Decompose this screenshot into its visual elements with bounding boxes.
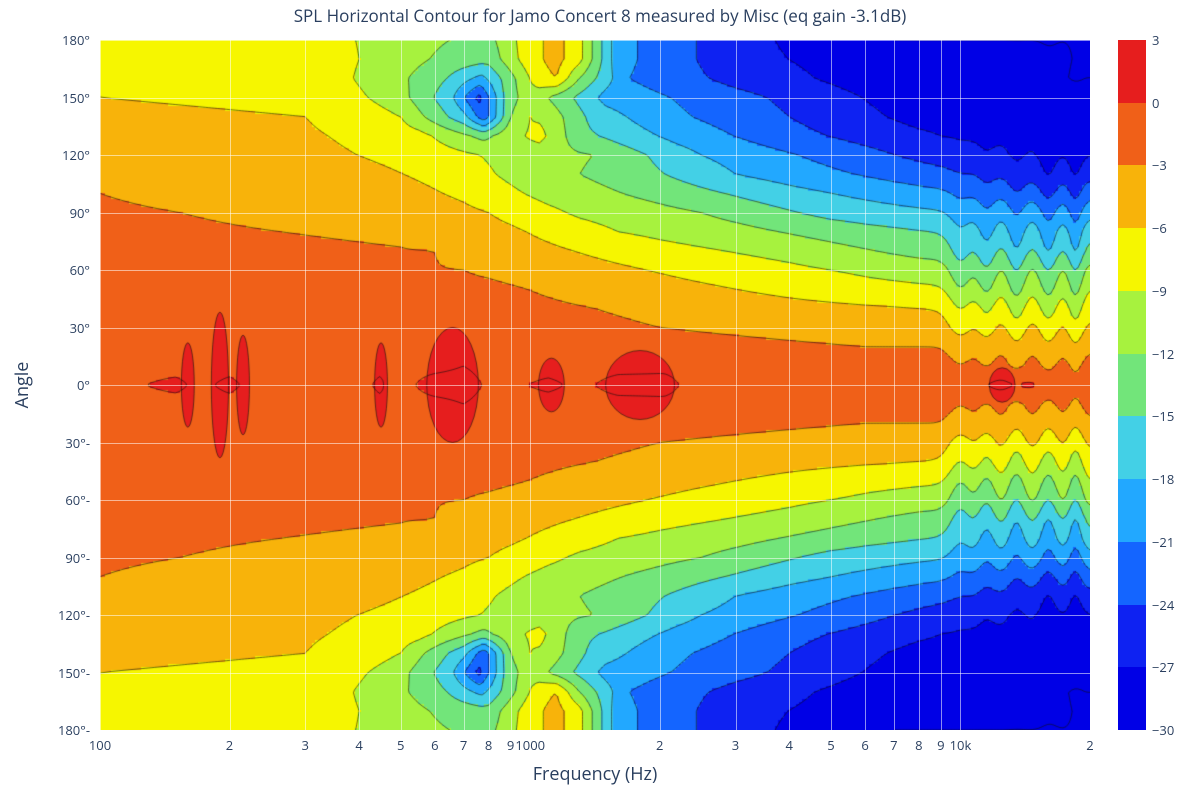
x-tick-label-minor: 3 [732, 736, 739, 754]
colorbar-segment [1118, 165, 1146, 228]
gridline-h [100, 558, 1090, 559]
x-tick-label-minor: 8 [915, 736, 922, 754]
x-tick-label-minor: 5 [397, 736, 404, 754]
x-tick-label-minor: 7 [890, 736, 897, 754]
x-tick-label-minor: 4 [786, 736, 793, 754]
x-axis-label: Frequency (Hz) [533, 762, 658, 786]
colorbar-tick-label: −27 [1146, 658, 1174, 676]
gridline-h [100, 40, 1090, 41]
colorbar-tick-label: −18 [1146, 470, 1174, 488]
gridline-h [100, 328, 1090, 329]
colorbar-tick-label: −12 [1146, 345, 1174, 363]
x-tick-label-minor: 8 [485, 736, 492, 754]
x-tick-label-minor: 3 [302, 736, 309, 754]
colorbar-segment [1118, 542, 1146, 605]
gridline-h [100, 155, 1090, 156]
x-tick-label-minor: 7 [460, 736, 467, 754]
colorbar-tick-label: −15 [1146, 407, 1174, 425]
gridline-h [100, 98, 1090, 99]
colorbar-segment [1118, 479, 1146, 542]
x-tick-label-minor: 9 [937, 736, 944, 754]
colorbar-segment [1118, 40, 1146, 103]
colorbar-segment [1118, 605, 1146, 668]
x-tick-label: 100 [89, 736, 111, 754]
x-tick-label-minor: 2 [1086, 736, 1093, 754]
colorbar-tick-label: 0 [1146, 94, 1159, 112]
x-tick-label-minor: 2 [656, 736, 663, 754]
plot-area[interactable] [100, 40, 1090, 730]
gridline-h [100, 615, 1090, 616]
x-tick-label-minor: 6 [861, 736, 868, 754]
x-tick-label-minor: 6 [431, 736, 438, 754]
gridline-h [100, 270, 1090, 271]
colorbar-segment [1118, 103, 1146, 166]
colorbar-segment [1118, 291, 1146, 354]
x-tick-label: 1000 [515, 736, 545, 754]
colorbar-tick-label: −30 [1146, 721, 1174, 739]
x-tick-label-minor: 5 [827, 736, 834, 754]
colorbar-tick-label: −6 [1146, 219, 1167, 237]
gridline-h [100, 500, 1090, 501]
x-tick-label-minor: 4 [355, 736, 362, 754]
colorbar-segment [1118, 416, 1146, 479]
gridline-h [100, 385, 1090, 386]
colorbar-segment [1118, 667, 1146, 730]
gridline-h [100, 443, 1090, 444]
gridline-h [100, 213, 1090, 214]
colorbar-tick-label: −3 [1146, 156, 1167, 174]
spl-contour-chart: SPL Horizontal Contour for Jamo Concert … [0, 0, 1200, 800]
x-tick-label-minor: 9 [507, 736, 514, 754]
gridline-h [100, 673, 1090, 674]
colorbar-tick-label: −9 [1146, 282, 1167, 300]
colorbar-tick-label: −24 [1146, 596, 1174, 614]
colorbar-tick-label: −21 [1146, 533, 1174, 551]
colorbar-segment [1118, 354, 1146, 417]
colorbar[interactable]: −30−27−24−21−18−15−12−9−6−303 [1118, 40, 1146, 730]
colorbar-segment [1118, 228, 1146, 291]
x-tick-label-minor: 2 [226, 736, 233, 754]
y-axis-label: Angle [10, 362, 34, 409]
x-tick-label: 10k [950, 736, 972, 754]
colorbar-tick-label: 3 [1146, 31, 1159, 49]
chart-title: SPL Horizontal Contour for Jamo Concert … [0, 4, 1200, 27]
